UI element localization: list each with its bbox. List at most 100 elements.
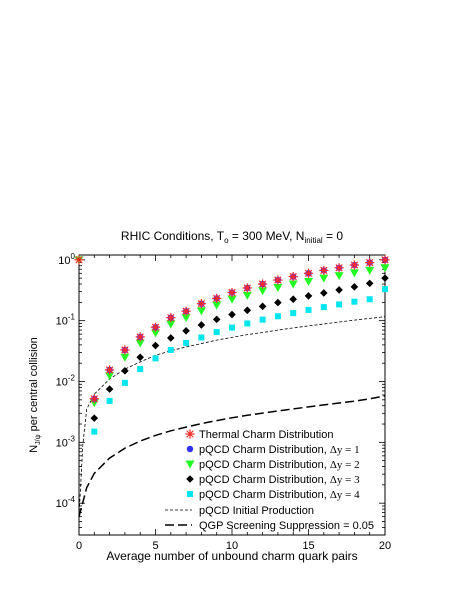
point-triangle-x14 <box>288 280 298 289</box>
point-square-x7 <box>183 339 190 346</box>
legend-label-qgp-suppression: QGP Screening Suppression = 0.05 <box>199 520 374 532</box>
point-triangle-x16 <box>319 274 329 283</box>
legend-label-dy4: pQCD Charm Distribution, Δy = 4 <box>199 489 360 501</box>
y-tick-label: 10-4 <box>56 495 76 510</box>
legend-entry-qgp-suppression: QGP Screening Suppression = 0.05 <box>165 520 374 532</box>
point-asterisk-x0 <box>74 255 84 265</box>
point-diamond-x4 <box>136 353 144 362</box>
point-diamond-x3 <box>121 366 129 375</box>
legend-entry-dy1: pQCD Charm Distribution, Δy = 1 <box>186 444 360 456</box>
y-tick-labels: 100 10-1 10-2 10-3 10-4 <box>56 252 76 510</box>
point-asterisk-x16 <box>319 265 329 275</box>
point-triangle-x18 <box>349 269 359 278</box>
legend-symbol-triangle <box>185 460 195 469</box>
legend-symbol-circle <box>186 445 194 453</box>
point-square-x2 <box>106 397 113 404</box>
x-tick-label: 15 <box>302 540 314 552</box>
y-tick-label: 10-3 <box>56 434 76 449</box>
legend-symbol-square <box>187 491 193 497</box>
point-triangle-x15 <box>304 278 313 287</box>
x-axis-label: Average number of unbound charm quark pa… <box>106 549 357 563</box>
point-square-x20 <box>382 286 388 293</box>
axis-ticks <box>78 255 386 536</box>
x-tick-label: 10 <box>226 540 238 552</box>
point-asterisk-x10 <box>227 287 237 298</box>
y-tick-label: 10-1 <box>56 313 76 328</box>
point-square-x15 <box>305 306 312 313</box>
point-diamond-x9 <box>212 315 221 324</box>
point-diamond-x1 <box>90 414 99 422</box>
point-diamond-x12 <box>258 302 267 311</box>
point-diamond-x20 <box>381 274 389 282</box>
legend: Thermal Charm Distribution pQCD Charm Di… <box>165 429 374 532</box>
point-triangle-x2 <box>105 372 115 381</box>
x-tick-labels: 0 5 10 15 20 <box>76 540 391 552</box>
point-asterisk-x5 <box>150 322 161 332</box>
point-triangle-x12 <box>258 287 268 296</box>
point-diamond-x17 <box>335 286 343 294</box>
legend-symbol-asterisk <box>185 429 195 439</box>
point-triangle-x5 <box>151 329 160 338</box>
point-square-x11 <box>244 320 251 327</box>
point-asterisk-x13 <box>273 275 283 285</box>
point-diamond-x19 <box>365 279 374 288</box>
point-diamond-x10 <box>228 310 236 319</box>
point-asterisk-x20 <box>380 255 390 265</box>
point-square-x6 <box>167 346 174 353</box>
point-asterisk-x8 <box>196 299 206 309</box>
point-asterisk-x7 <box>181 306 191 316</box>
point-asterisk-x9 <box>212 293 222 304</box>
legend-entry-dy3: pQCD Charm Distribution, Δy = 3 <box>186 474 360 486</box>
legend-entry-dy2: pQCD Charm Distribution, Δy = 2 <box>185 459 360 471</box>
chart-title: RHIC Conditions, To = 300 MeV, Ninitial … <box>121 229 343 245</box>
point-diamond-x5 <box>151 341 160 350</box>
legend-entry-dy4: pQCD Charm Distribution, Δy = 4 <box>187 489 360 501</box>
point-asterisk-x3 <box>120 345 130 355</box>
point-square-x18 <box>351 298 358 305</box>
legend-label-thermal: Thermal Charm Distribution <box>199 429 333 441</box>
point-triangle-x20 <box>380 264 390 273</box>
point-square-x4 <box>137 366 144 373</box>
point-square-x13 <box>274 313 281 320</box>
point-triangle-x11 <box>242 291 252 300</box>
point-asterisk-x19 <box>365 258 375 268</box>
y-axis-label: NJ/ψ per central collision <box>28 337 42 453</box>
legend-symbol-diamond <box>186 475 194 483</box>
point-diamond-x7 <box>182 327 190 335</box>
point-diamond-x13 <box>274 298 282 307</box>
legend-label-dy1: pQCD Charm Distribution, Δy = 1 <box>199 444 360 456</box>
point-diamond-x8 <box>197 321 206 329</box>
point-triangle-x7 <box>181 314 191 323</box>
point-diamond-x2 <box>105 385 114 393</box>
point-triangle-x6 <box>166 320 176 329</box>
point-diamond-x11 <box>243 306 252 315</box>
series-markers <box>74 255 390 435</box>
point-asterisk-x6 <box>166 313 176 323</box>
legend-entry-thermal: Thermal Charm Distribution <box>185 429 333 441</box>
point-asterisk-x17 <box>334 263 344 273</box>
point-square-x17 <box>336 301 343 308</box>
series-lines <box>78 316 386 517</box>
legend-label-dy2: pQCD Charm Distribution, Δy = 2 <box>199 459 360 471</box>
point-square-x8 <box>198 334 205 341</box>
legend-marker-dy2 <box>185 460 195 469</box>
point-diamond-x16 <box>320 289 328 297</box>
series-line-initial-production <box>78 316 386 517</box>
point-square-x1 <box>91 428 98 435</box>
point-square-x5 <box>152 355 159 362</box>
point-diamond-x6 <box>167 334 175 342</box>
x-tick-label: 0 <box>76 540 82 552</box>
point-asterisk-x14 <box>288 271 298 282</box>
point-square-x16 <box>320 304 327 311</box>
point-triangle-x19 <box>365 266 375 275</box>
point-asterisk-x2 <box>105 365 115 375</box>
point-triangle-x4 <box>135 339 145 348</box>
point-diamond-x18 <box>350 283 359 291</box>
point-asterisk-x4 <box>135 332 145 342</box>
point-square-x3 <box>121 379 128 386</box>
point-square-x19 <box>366 296 373 303</box>
point-triangle-x9 <box>212 301 222 310</box>
point-triangle-x10 <box>227 295 237 304</box>
legend-label-dy3: pQCD Charm Distribution, Δy = 3 <box>199 474 360 486</box>
